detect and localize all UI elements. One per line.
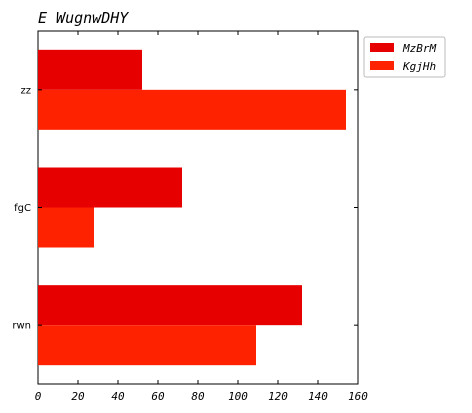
- legend-label-MzBrM: MzBrM: [402, 42, 436, 55]
- legend: MzBrM KgjHh: [363, 36, 446, 78]
- y-tick-label: fgC: [14, 203, 31, 214]
- x-tick-label: 140: [308, 390, 328, 403]
- bar-KgjHh-fgC: [38, 207, 94, 248]
- legend-swatch-MzBrM: [370, 43, 394, 52]
- x-tick-label: 40: [111, 390, 125, 403]
- x-tick-label: 0: [35, 390, 42, 403]
- x-tick-label: 120: [268, 390, 288, 403]
- bar-MzBrM-fgC: [38, 167, 182, 208]
- bar-MzBrM-rwn: [38, 285, 302, 326]
- x-tick-label: 160: [348, 390, 368, 403]
- bar-MzBrM-zz: [38, 49, 142, 90]
- x-tick-label: 100: [228, 390, 248, 403]
- x-tick-label: 60: [151, 390, 165, 403]
- x-tick-label: 20: [71, 390, 85, 403]
- y-tick-label: zz: [21, 85, 32, 96]
- chart-title: E WugnwDHY: [38, 9, 129, 27]
- bar-KgjHh-rwn: [38, 325, 256, 366]
- x-tick-label: 80: [191, 390, 205, 403]
- y-tick-label: rwn: [12, 321, 31, 332]
- bar-KgjHh-zz: [38, 89, 346, 130]
- legend-label-KgjHh: KgjHh: [402, 60, 436, 73]
- plot-area: rwn fgC zz 0 20 40 60 80 100 120 140 160: [12, 30, 368, 403]
- legend-swatch-KgjHh: [370, 61, 394, 70]
